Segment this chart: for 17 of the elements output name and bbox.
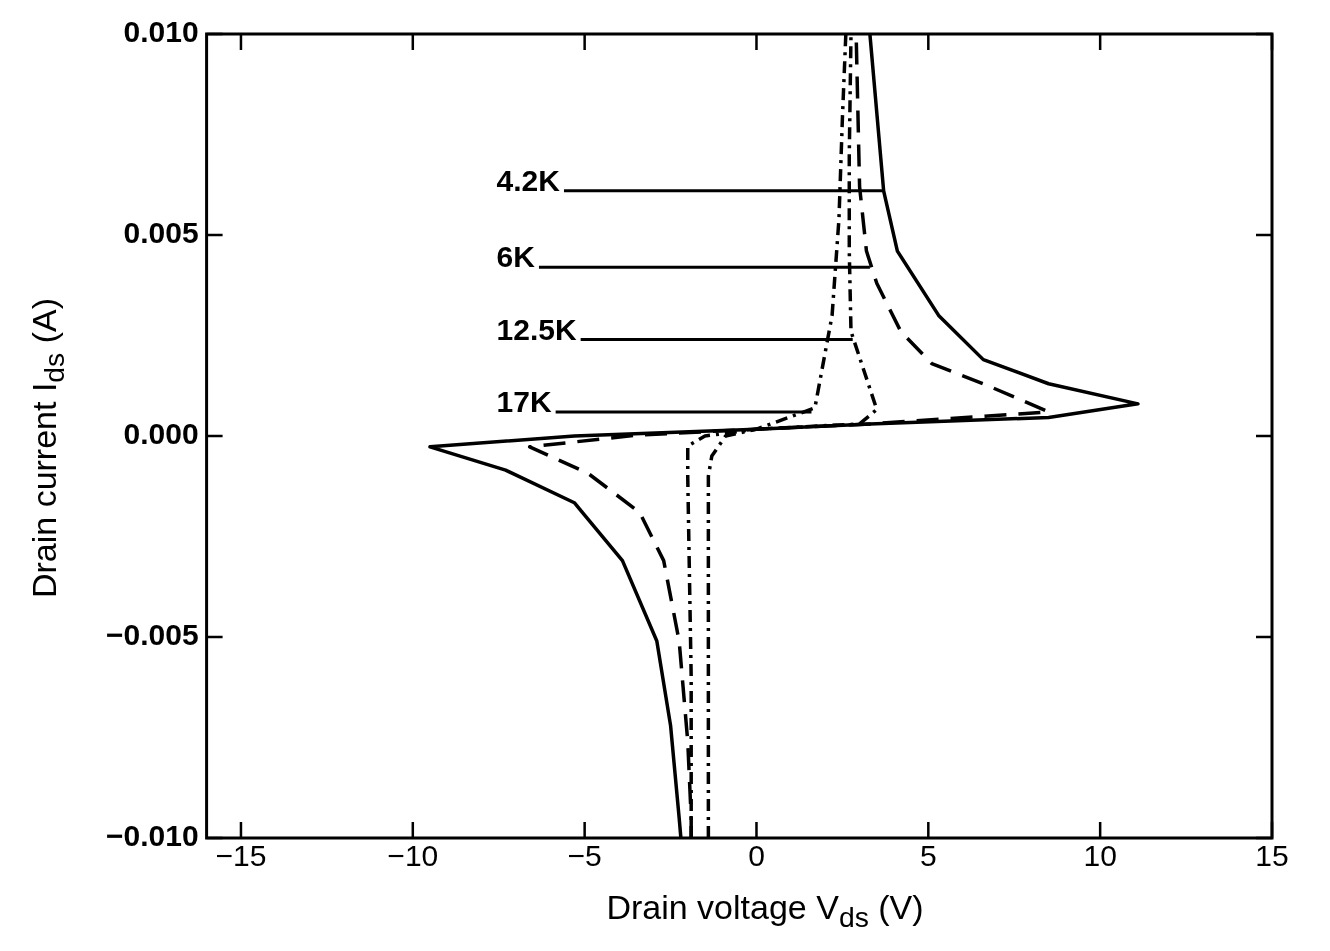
x-tick-label: 15 <box>1255 839 1289 873</box>
annotation: 4.2K <box>496 164 561 198</box>
y-tick-label: 0.005 <box>123 216 199 250</box>
x-tick-label: 5 <box>919 839 937 873</box>
y-tick-label: −0.010 <box>106 819 199 853</box>
x-tick-label: −10 <box>387 839 439 873</box>
x-tick-label: −15 <box>215 839 267 873</box>
y-tick-label: 0.010 <box>123 15 199 49</box>
annotation: 12.5K <box>496 312 577 346</box>
y-tick-label: 0.000 <box>123 417 199 451</box>
x-tick-label: 0 <box>748 839 765 873</box>
x-tick-label: 10 <box>1083 839 1117 873</box>
y-tick-label: −0.005 <box>106 618 199 652</box>
annotation: 6K <box>496 240 536 274</box>
x-axis-title: Drain voltage V$_{ds}$ (V) <box>605 888 925 934</box>
annotation: 17K <box>496 385 552 419</box>
x-tick-label: −5 <box>567 839 602 873</box>
